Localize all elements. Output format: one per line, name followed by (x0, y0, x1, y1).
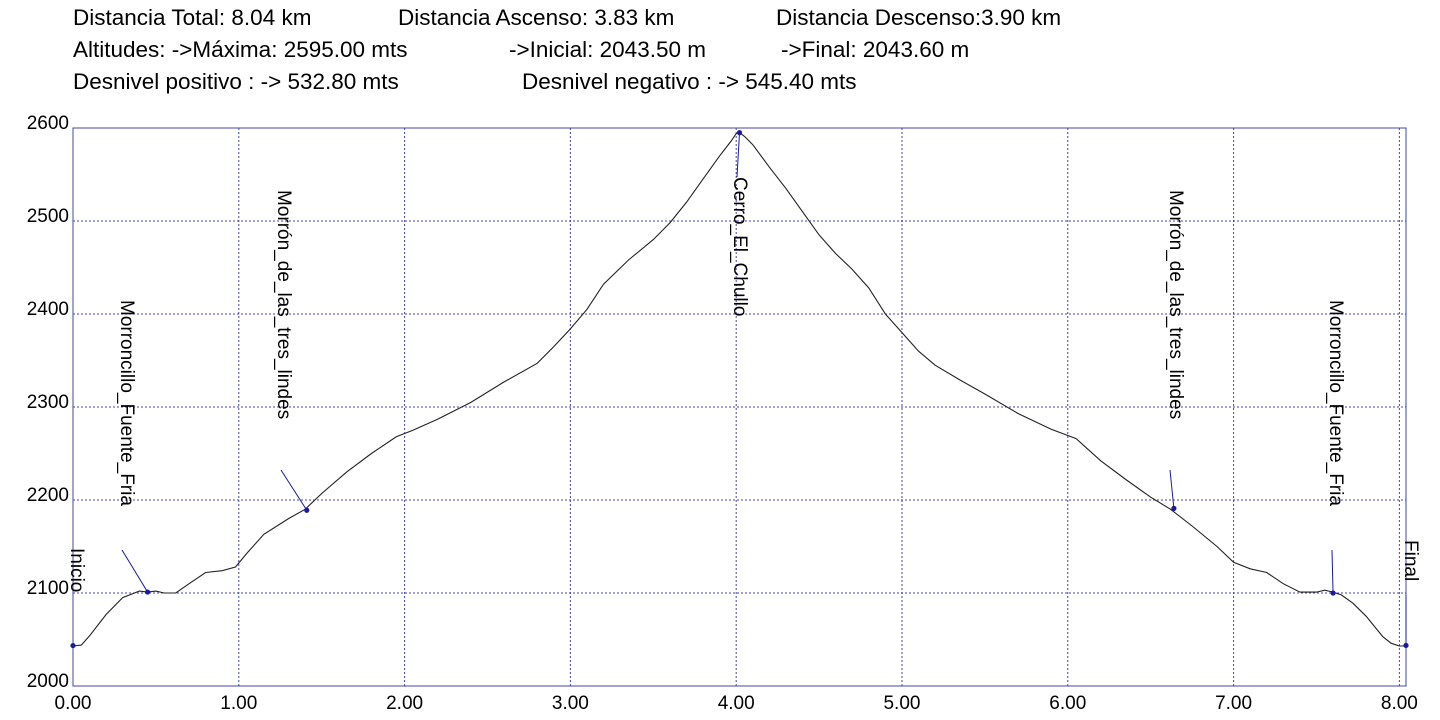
total-distance: Distancia Total: 8.04 km (73, 5, 312, 30)
waypoint-connector (121, 549, 149, 593)
waypoint-connector (1331, 549, 1334, 594)
plot-area (73, 128, 1406, 686)
x-tick-label: 8.00 (1381, 693, 1418, 714)
waypoint-marker (304, 507, 310, 513)
y-tick-label: 2400 (27, 299, 69, 320)
waypoint-connector (1169, 469, 1175, 509)
y-tick-label: 2600 (27, 113, 69, 134)
waypoint-connector (736, 132, 740, 178)
waypoint-marker (145, 589, 151, 595)
x-tick-label: 0.00 (55, 693, 92, 714)
x-tick-label: 7.00 (1215, 693, 1252, 714)
waypoint-label: Morrón_de_las_tres_lindes (273, 190, 294, 419)
descent-distance: Distancia Descenso:3.90 km (776, 5, 1062, 30)
x-tick-label: 2.00 (386, 693, 423, 714)
y-tick-label: 2500 (27, 206, 69, 227)
waypoint-marker (1171, 505, 1177, 511)
waypoint-marker (1330, 590, 1336, 596)
max-altitude: Altitudes: ->Máxima: 2595.00 mts (73, 37, 408, 62)
plot-frame (72, 127, 1407, 687)
waypoint-marker (1403, 642, 1409, 649)
positive-gain: Desnivel positivo : -> 532.80 mts (73, 69, 399, 94)
y-tick-label: 2200 (27, 485, 69, 506)
waypoint-marker (70, 642, 76, 649)
waypoint-label: Morroncillo_Fuente_Fria (116, 300, 137, 506)
x-tick-label: 6.00 (1049, 693, 1086, 714)
waypoint-label: Cerro_El_Chullo (729, 177, 750, 316)
waypoint-connector (280, 469, 308, 511)
x-tick-label: 1.00 (220, 693, 257, 714)
y-tick-label: 2000 (27, 671, 69, 692)
x-tick-label: 3.00 (552, 693, 589, 714)
waypoint-marker (736, 130, 743, 136)
waypoint-label: Inicio (66, 548, 87, 592)
initial-altitude: ->Inicial: 2043.50 m (509, 37, 706, 62)
x-tick-label: 4.00 (718, 693, 755, 714)
final-altitude: ->Final: 2043.60 m (781, 37, 970, 62)
waypoint-label: Morrón_de_las_tres_lindes (1165, 190, 1186, 419)
y-tick-label: 2100 (27, 578, 69, 599)
y-tick-label: 2300 (27, 392, 69, 413)
ascent-distance: Distancia Ascenso: 3.83 km (398, 5, 675, 30)
x-tick-label: 5.00 (883, 693, 920, 714)
negative-gain: Desnivel negativo : -> 545.40 mts (522, 69, 857, 94)
waypoint-label: Final (1400, 540, 1421, 581)
waypoint-label: Morroncillo_Fuente_Fria (1325, 300, 1346, 506)
